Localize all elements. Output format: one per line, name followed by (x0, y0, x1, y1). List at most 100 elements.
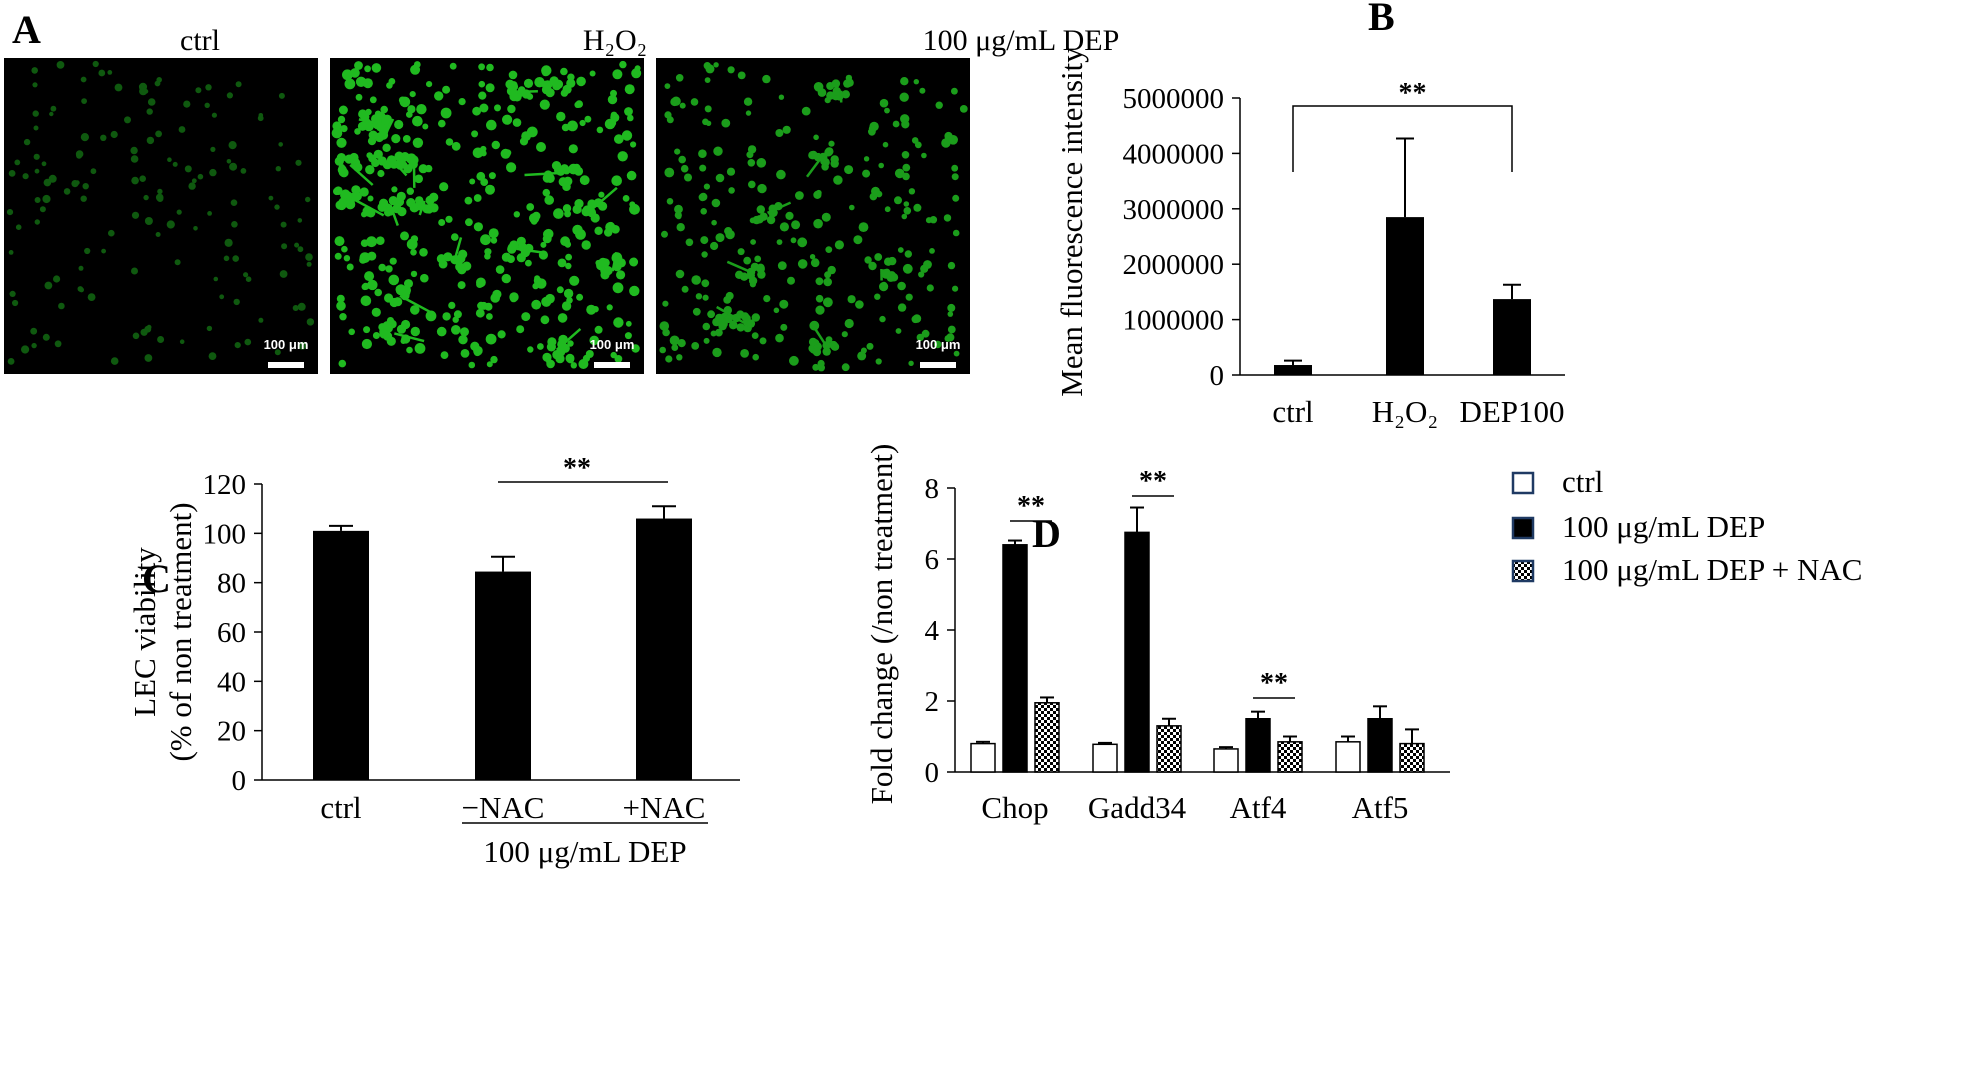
cell (536, 142, 546, 152)
significance-label: ** (1260, 668, 1288, 699)
cell (371, 63, 382, 73)
cell (418, 164, 428, 174)
cell (90, 168, 97, 175)
cell (868, 125, 876, 132)
cell (386, 336, 396, 346)
cell (703, 337, 710, 344)
cell (815, 277, 824, 286)
cell-process (358, 118, 375, 125)
micrograph-title: 100 μg/mL DEP (923, 24, 1120, 57)
cell (480, 178, 489, 187)
cell (445, 215, 453, 223)
cell (711, 219, 717, 226)
cell (569, 275, 580, 286)
cell (297, 302, 306, 311)
cell (795, 191, 804, 200)
cell (695, 293, 703, 300)
chart-c: 0 20 40 60 80 100 120 ctrl −NAC +NAC 100 μg/mL DEP… (127, 453, 740, 869)
y-tick-label: 0 (925, 757, 940, 789)
cell (578, 359, 589, 369)
cell (363, 326, 371, 334)
micrograph-title: ctrl (180, 24, 220, 57)
cell (373, 149, 383, 159)
cell (700, 236, 709, 245)
y-tick-label: 1000000 (1123, 305, 1225, 337)
cell (379, 329, 389, 339)
cell (473, 194, 482, 202)
cell (685, 238, 694, 247)
cell (946, 333, 955, 342)
cell (776, 239, 783, 246)
cell (752, 353, 759, 361)
cell (8, 250, 14, 255)
y-tick-label: 4 (925, 615, 940, 647)
cell (841, 363, 850, 372)
cell (154, 80, 161, 87)
cell (951, 87, 958, 95)
cell-process (418, 200, 426, 216)
cell (413, 61, 421, 68)
cell (747, 159, 756, 167)
cell-process (555, 327, 582, 351)
cell (878, 162, 884, 169)
cell (71, 180, 79, 188)
cell (414, 343, 426, 354)
bar (1367, 718, 1393, 773)
cell (400, 231, 409, 241)
cell (443, 252, 453, 262)
cell (707, 310, 715, 319)
cell (710, 241, 719, 251)
cell (613, 317, 624, 328)
cell-process (716, 305, 747, 325)
cell (338, 105, 348, 115)
cell (480, 150, 487, 157)
cell (406, 346, 413, 354)
cell (12, 299, 19, 307)
cell (557, 258, 567, 268)
cell (780, 323, 788, 331)
cell (403, 164, 413, 174)
bar (1493, 299, 1531, 375)
cell (740, 272, 749, 281)
cell (244, 338, 252, 346)
cell (219, 294, 225, 300)
cell (359, 256, 367, 264)
cell-process (391, 158, 408, 177)
cell (509, 294, 518, 303)
cell (341, 245, 348, 253)
cell (48, 174, 57, 183)
cell (903, 207, 912, 215)
cell (541, 85, 552, 95)
cell (480, 234, 491, 246)
x-tick-label: Gadd34 (1088, 790, 1187, 825)
chart-d: 0 2 4 6 8 Chop Gadd34 Atf4 Atf5 ** ** ** ctrl 100 μg/… (864, 444, 1862, 825)
cell (410, 235, 419, 243)
bar (1399, 742, 1425, 773)
cell (748, 180, 756, 189)
cell-process (394, 332, 425, 343)
cell (542, 188, 551, 197)
cell (397, 207, 407, 217)
cell (350, 68, 360, 78)
cell (897, 247, 904, 253)
cell (776, 169, 786, 180)
cell (884, 107, 890, 114)
cell (184, 165, 192, 173)
cell (233, 298, 240, 306)
cell (740, 349, 749, 358)
cell (280, 221, 287, 228)
cell (659, 346, 666, 354)
cell (442, 85, 451, 94)
cell (947, 325, 956, 334)
cell (810, 258, 820, 268)
cell (631, 344, 640, 353)
cell (582, 205, 592, 215)
cell (297, 218, 303, 223)
cell (701, 251, 708, 258)
cell (147, 98, 156, 106)
cell (844, 165, 854, 175)
cell (541, 296, 552, 307)
cell (401, 319, 411, 330)
cell (372, 332, 380, 339)
cell (420, 273, 429, 283)
